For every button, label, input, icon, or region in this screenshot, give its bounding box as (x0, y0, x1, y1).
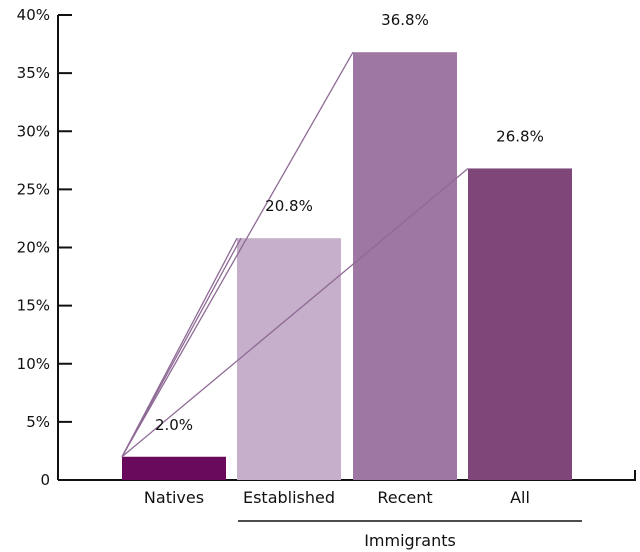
category-label: Established (243, 488, 335, 507)
data-label: 36.8% (381, 11, 429, 29)
connector-line (121, 167, 469, 458)
y-tick-label: 30% (17, 122, 50, 140)
y-tick-label: 35% (17, 64, 50, 82)
category-label: All (510, 488, 530, 507)
category-label: Natives (144, 488, 204, 507)
connector-line (121, 51, 354, 458)
bar-all (468, 168, 572, 480)
bar-natives (122, 456, 226, 480)
y-tick-label: 40% (17, 6, 50, 24)
data-label: 2.0% (155, 416, 193, 434)
category-label: Recent (377, 488, 432, 507)
y-tick-label: 0 (40, 471, 50, 489)
data-label: 26.8% (496, 127, 544, 145)
group-label: Immigrants (364, 531, 456, 550)
y-tick-label: 25% (17, 180, 50, 198)
bar-recent (353, 52, 457, 480)
bar-established (237, 238, 341, 480)
y-tick-label: 20% (17, 239, 50, 257)
y-tick-label: 15% (17, 297, 50, 315)
connector-line (121, 237, 242, 458)
data-label: 20.8% (265, 197, 313, 215)
y-tick-label: 5% (26, 413, 50, 431)
y-tick-label: 10% (17, 355, 50, 373)
